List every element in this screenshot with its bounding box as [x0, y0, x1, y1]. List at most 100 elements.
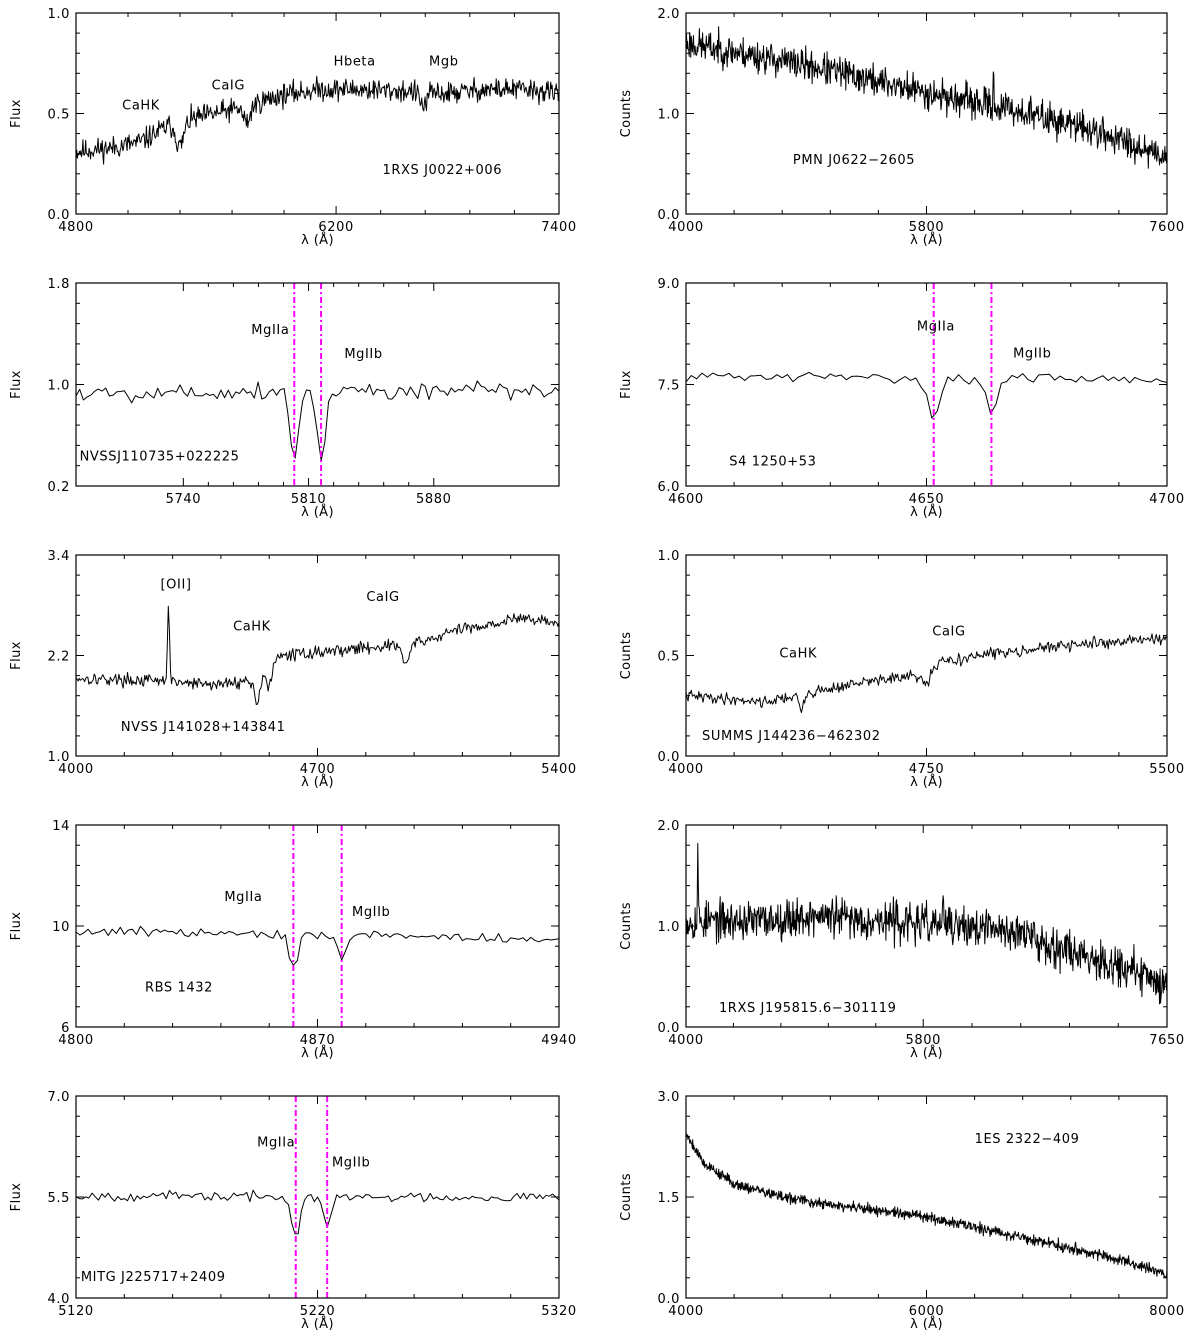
y-axis-label: Counts: [619, 90, 634, 138]
feature-annotation: CaHK: [122, 98, 160, 113]
y-tick-label: 2.0: [658, 819, 680, 834]
source-name: S4 1250+53: [729, 455, 816, 470]
y-tick-label: 3.0: [658, 1090, 680, 1105]
y-tick-label: 4.0: [48, 1292, 70, 1307]
spectrum-line: [76, 1189, 559, 1235]
x-axis-label: λ (Å): [301, 1045, 334, 1061]
y-tick-label: 1.0: [48, 379, 70, 394]
y-tick-label: 1.0: [48, 750, 70, 765]
absorption-label: MgIIa: [917, 319, 955, 334]
x-tick-label: 5500: [1149, 762, 1184, 777]
y-axis-label: Counts: [619, 902, 634, 950]
source-name: PMN J0622−2605: [793, 153, 915, 168]
x-tick-label: 5220: [300, 1304, 335, 1319]
y-tick-label: 1.0: [658, 549, 680, 564]
y-tick-label: 0.0: [48, 208, 70, 223]
absorption-label: MgIIb: [1013, 346, 1051, 361]
x-axis-label: λ (Å): [910, 232, 943, 248]
x-tick-label: 7650: [1149, 1033, 1184, 1048]
source-name: RBS 1432: [145, 981, 213, 996]
spectrum-line: [76, 380, 559, 462]
y-tick-label: 1.0: [658, 920, 680, 935]
x-tick-label: 8000: [1149, 1304, 1184, 1319]
x-tick-label: 4700: [300, 762, 335, 777]
y-tick-label: 6: [61, 1021, 70, 1036]
x-axis-label: λ (Å): [910, 1316, 943, 1332]
x-tick-label: 5800: [909, 220, 944, 235]
x-tick-label: 7600: [1149, 220, 1184, 235]
x-tick-label: 4650: [909, 492, 944, 507]
x-tick-label: 4000: [668, 220, 703, 235]
source-name: 1RXS J0022+006: [383, 163, 503, 178]
source-name: SUMMS J144236−462302: [702, 729, 881, 744]
source-name: MITG J225717+2409: [81, 1270, 226, 1285]
spectrum-line: [686, 26, 1167, 169]
source-name: 1ES 2322−409: [975, 1132, 1080, 1147]
y-tick-label: 0.0: [658, 208, 680, 223]
spectrum-line: [76, 75, 559, 165]
y-tick-label: 6.0: [658, 480, 680, 495]
y-tick-label: 10: [52, 920, 70, 935]
y-axis-label: Counts: [619, 632, 634, 680]
absorption-label: MgIIa: [224, 890, 262, 905]
x-tick-label: 4000: [668, 1033, 703, 1048]
x-axis-label: λ (Å): [910, 1045, 943, 1061]
y-tick-label: 1.5: [658, 1191, 680, 1206]
feature-annotation: CaHK: [233, 619, 271, 634]
x-tick-label: 7400: [541, 220, 576, 235]
x-tick-label: 4870: [300, 1033, 335, 1048]
y-tick-label: 0.0: [658, 750, 680, 765]
x-tick-label: 6200: [318, 220, 353, 235]
x-tick-label: 5400: [541, 762, 576, 777]
x-axis-label: λ (Å): [301, 774, 334, 790]
x-tick-label: 5740: [166, 492, 201, 507]
spectrum-line: [686, 842, 1167, 1005]
x-axis-label: λ (Å): [910, 504, 943, 520]
x-tick-label: 4600: [668, 492, 703, 507]
x-axis-label: λ (Å): [301, 232, 334, 248]
x-tick-label: 5320: [541, 1304, 576, 1319]
x-tick-label: 5810: [291, 492, 326, 507]
y-tick-label: 1.0: [48, 7, 70, 22]
spectrum-line: [686, 633, 1167, 713]
y-tick-label: 0.0: [658, 1021, 680, 1036]
x-tick-label: 4750: [909, 762, 944, 777]
y-tick-label: 3.4: [48, 549, 70, 564]
spectrum-line: [686, 371, 1167, 419]
feature-annotation: CaHK: [779, 647, 817, 662]
x-tick-label: 4700: [1149, 492, 1184, 507]
y-axis-label: Flux: [9, 370, 24, 399]
x-tick-label: 5120: [58, 1304, 93, 1319]
source-name: NVSSJ110735+022225: [80, 450, 240, 465]
x-tick-label: 6000: [909, 1304, 944, 1319]
x-axis-label: λ (Å): [301, 1316, 334, 1332]
spectrum-line: [686, 1132, 1167, 1278]
y-tick-label: 0.2: [48, 480, 70, 495]
x-tick-label: 4000: [668, 1304, 703, 1319]
y-axis-label: Flux: [9, 641, 24, 670]
y-tick-label: 9.0: [658, 277, 680, 292]
y-tick-label: 7.0: [48, 1090, 70, 1105]
absorption-label: MgIIb: [344, 347, 382, 362]
y-tick-label: 14: [52, 819, 70, 834]
source-name: NVSS J141028+143841: [121, 720, 286, 735]
absorption-label: MgIIa: [251, 323, 289, 338]
feature-annotation: Hbeta: [334, 54, 376, 69]
spectrum-line: [76, 925, 559, 966]
y-axis-label: Flux: [9, 912, 24, 941]
feature-annotation: CaIG: [212, 78, 245, 93]
y-tick-label: 0.0: [658, 1292, 680, 1307]
x-tick-label: 4940: [541, 1033, 576, 1048]
y-axis-label: Flux: [9, 1183, 24, 1212]
y-tick-label: 0.5: [658, 650, 680, 665]
absorption-label: MgIIb: [332, 1156, 370, 1171]
y-tick-label: 2.2: [48, 650, 70, 665]
